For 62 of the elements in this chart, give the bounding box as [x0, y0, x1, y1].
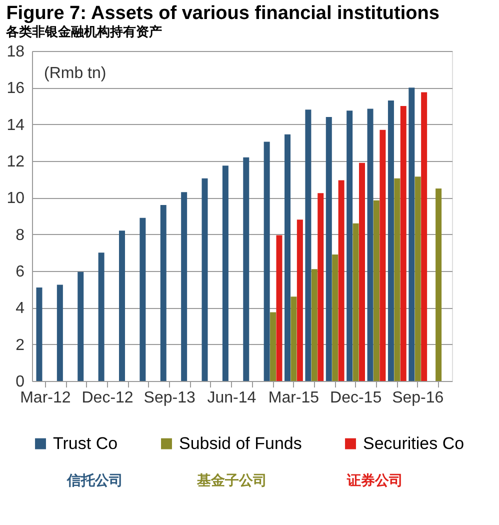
bar [140, 218, 146, 381]
bar [202, 178, 208, 381]
bar [421, 92, 428, 381]
bar [270, 312, 276, 381]
y-axis-title: (Rmb tn) [44, 65, 106, 82]
bar [78, 272, 84, 381]
y-tick-label: 18 [6, 44, 25, 60]
chart-title: Figure 7: Assets of various financial institutions [6, 3, 440, 24]
y-tick-label: 2 [16, 336, 25, 354]
text: 基金子公司 [196, 473, 267, 489]
x-tick-label: Jun-14 [207, 390, 256, 406]
bar [311, 269, 318, 381]
y-tick-label: 12 [6, 154, 25, 170]
bar [367, 108, 374, 381]
legend-label: Securities Co [363, 434, 464, 453]
bar [338, 180, 344, 381]
y-tick-label: 4 [16, 300, 25, 318]
bar [408, 88, 415, 381]
bar [305, 110, 312, 381]
bar [332, 254, 338, 381]
y-tick-label: 10 [6, 190, 25, 208]
legend-label: Subsid of Funds [179, 434, 302, 453]
x-tick-label: Dec-12 [82, 390, 134, 406]
y-tick-label: 16 [6, 80, 25, 98]
bar [346, 110, 353, 381]
bar [243, 157, 250, 381]
chart-subtitle: 各类非银金融机构持有资产 [5, 24, 162, 40]
bar [318, 193, 324, 381]
text: 证券公司 [346, 473, 403, 489]
bar [56, 284, 63, 381]
bar [296, 220, 303, 381]
bar [290, 296, 297, 381]
bar [380, 130, 386, 381]
bar [181, 192, 188, 381]
x-tick-label: Mar-12 [20, 390, 71, 406]
bar [119, 230, 125, 381]
bar [414, 176, 421, 381]
text: 信托公司 [66, 473, 123, 489]
legend-label: Trust Co [53, 434, 118, 453]
bar [222, 166, 228, 381]
bar [264, 142, 270, 381]
bar [160, 205, 166, 381]
y-tick-label: 0 [16, 374, 25, 390]
y-tick-label: 8 [16, 226, 25, 244]
x-tick-label: Mar-15 [268, 390, 320, 406]
bar [359, 162, 365, 381]
bar [36, 288, 42, 381]
bar [276, 235, 282, 381]
x-tick-label: Dec-15 [330, 390, 382, 406]
bar [373, 200, 380, 381]
bar [436, 188, 442, 381]
bar [98, 252, 104, 381]
x-tick-label: Sep-13 [144, 390, 196, 406]
y-tick-label: 6 [16, 264, 25, 280]
bar [352, 223, 359, 381]
bar [326, 117, 332, 381]
bar [284, 134, 291, 381]
x-tick-label: Sep-16 [392, 390, 444, 406]
bar [388, 100, 394, 381]
bar [394, 178, 400, 381]
y-tick-label: 14 [6, 116, 25, 134]
bar [400, 106, 406, 381]
